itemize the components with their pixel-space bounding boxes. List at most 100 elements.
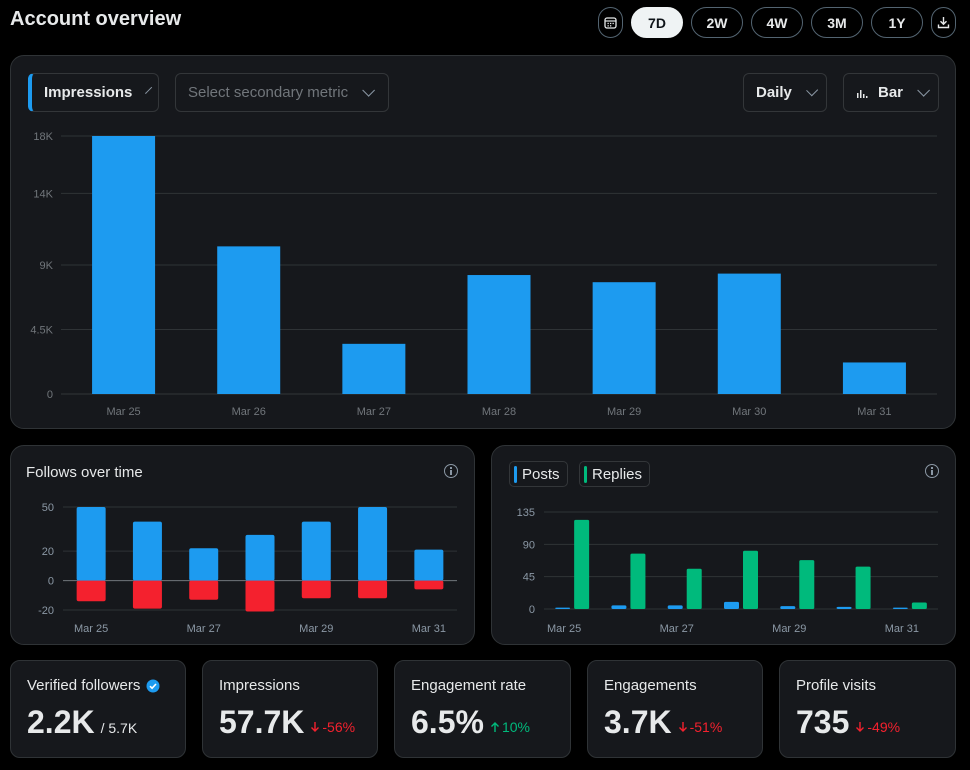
- stat-engagements[interactable]: Engagements 3.7K -51%: [587, 660, 763, 758]
- follows-bar: [414, 549, 444, 581]
- y-tick-label: 0: [47, 389, 53, 401]
- y-tick-label: 50: [42, 502, 54, 514]
- unfollows-bar: [301, 580, 331, 599]
- calendar-icon: [604, 17, 617, 29]
- stat-impressions[interactable]: Impressions 57.7K -56%: [202, 660, 378, 758]
- unfollows-bar: [189, 580, 219, 600]
- range-3m-button[interactable]: 3M: [811, 7, 863, 38]
- secondary-metric-select[interactable]: Select secondary metric: [175, 73, 389, 112]
- y-tick-label: 9K: [40, 260, 54, 272]
- range-7d-button[interactable]: 7D: [631, 7, 683, 38]
- legend-replies[interactable]: Replies: [579, 461, 651, 487]
- x-tick-label: Mar 29: [299, 623, 333, 635]
- posts-bar: [667, 605, 683, 609]
- primary-metric-label: Impressions: [44, 84, 133, 101]
- y-tick-label: 0: [529, 604, 535, 616]
- chevron-down-icon: [805, 84, 819, 97]
- y-tick-label: 18K: [33, 131, 53, 143]
- verified-badge-icon: [146, 679, 160, 692]
- stat-delta: -51%: [678, 719, 723, 735]
- stat-delta-value: -49%: [867, 719, 901, 735]
- chevron-down-icon: [362, 84, 376, 97]
- posts-bar: [611, 605, 627, 609]
- stat-delta: -49%: [855, 719, 900, 735]
- range-4w-button[interactable]: 4W: [751, 7, 803, 38]
- posts-bar: [724, 601, 739, 609]
- replies-bar: [574, 519, 590, 609]
- legend-replies-swatch: [584, 465, 587, 483]
- stat-verified-followers[interactable]: Verified followers 2.2K / 5.7K: [10, 660, 186, 758]
- arrow-down-icon: [678, 722, 687, 732]
- primary-metric-select[interactable]: Impressions: [28, 73, 159, 112]
- arrow-down-icon: [856, 722, 865, 732]
- arrow-up-icon: [490, 722, 499, 732]
- unfollows-bar: [245, 580, 275, 612]
- stat-profile-visits[interactable]: Profile visits 735 -49%: [779, 660, 956, 758]
- impressions-bar: [717, 273, 781, 394]
- impressions-bar-chart: 0 4.5K 9K 14K 18K Mar 25 Mar 26 Mar 27 Mar 28 Mar…: [30, 131, 937, 418]
- x-tick-label: Mar 31: [885, 623, 919, 635]
- x-tick-label: Mar 27: [187, 623, 221, 635]
- stat-total: / 5.7K: [100, 720, 138, 736]
- x-tick-label: Mar 28: [482, 406, 516, 418]
- interval-label: Daily: [756, 84, 792, 101]
- y-tick-label: 45: [523, 572, 535, 584]
- range-2w-button[interactable]: 2W: [691, 7, 743, 38]
- replies-bar: [911, 602, 927, 609]
- info-icon[interactable]: [444, 464, 458, 478]
- stat-label: Verified followers: [27, 677, 141, 694]
- bar-chart-icon: [856, 89, 868, 98]
- impressions-bar: [342, 343, 406, 394]
- stat-delta-value: -51%: [689, 719, 723, 735]
- info-icon[interactable]: [925, 464, 939, 478]
- unfollows-bar: [414, 580, 444, 590]
- chart-type-select[interactable]: Bar: [843, 73, 939, 112]
- x-tick-label: Mar 31: [412, 623, 446, 635]
- impressions-bar: [842, 362, 906, 394]
- y-tick-label: 20: [42, 546, 54, 558]
- stat-value: 57.7K: [219, 704, 305, 740]
- page-title: Account overview: [10, 8, 182, 30]
- range-1y-button[interactable]: 1Y: [871, 7, 923, 38]
- stat-engagement-rate[interactable]: Engagement rate 6.5% 10%: [394, 660, 571, 758]
- y-tick-label: 4.5K: [30, 325, 53, 337]
- follows-bar: [189, 548, 219, 581]
- follows-card: Follows over time -20 0 20 50 Mar 25 Mar 27 Ma…: [10, 445, 475, 645]
- impressions-chart-card: Impressions Select secondary metric Dail…: [10, 55, 956, 429]
- posts-replies-card: Posts Replies 0 45 90 135 Mar 25 Mar 27 Mar 29…: [491, 445, 956, 645]
- legend-replies-label: Replies: [592, 465, 643, 483]
- x-tick-label: Mar 29: [607, 406, 641, 418]
- legend-posts[interactable]: Posts: [509, 461, 568, 487]
- posts-bar: [780, 606, 796, 609]
- calendar-button[interactable]: [598, 7, 623, 38]
- impressions-bar: [92, 136, 156, 394]
- stat-label: Impressions: [219, 677, 300, 694]
- stat-value: 3.7K: [604, 704, 672, 740]
- stat-value: 735: [796, 704, 850, 740]
- download-button[interactable]: [931, 7, 956, 38]
- stat-label: Profile visits: [796, 677, 877, 694]
- y-tick-label: 0: [48, 576, 54, 588]
- impressions-bar: [467, 275, 531, 394]
- y-tick-label: 135: [517, 507, 535, 519]
- posts-replies-bar-chart: 0 45 90 135 Mar 25 Mar 27 Mar 29 Mar 31: [517, 507, 938, 635]
- date-range-bar: 7D 2W 4W 3M 1Y: [598, 7, 956, 38]
- x-tick-label: Mar 30: [732, 406, 766, 418]
- chevron-down-icon: [917, 84, 930, 97]
- interval-select[interactable]: Daily: [743, 73, 827, 112]
- x-tick-label: Mar 31: [857, 406, 891, 418]
- arrow-down-icon: [311, 722, 320, 732]
- download-icon: [937, 17, 950, 29]
- unfollows-bar: [132, 580, 162, 609]
- stat-delta: -56%: [310, 719, 355, 735]
- stat-value: 2.2K: [27, 704, 95, 740]
- follows-bar: [132, 521, 162, 581]
- replies-bar: [799, 560, 815, 609]
- follows-card-title: Follows over time: [26, 464, 143, 481]
- follows-bar-chart: -20 0 20 50 Mar 25 Mar 27 Mar 29 Mar 31: [38, 502, 457, 635]
- replies-bar: [743, 550, 758, 609]
- x-tick-label: Mar 29: [772, 623, 806, 635]
- x-tick-label: Mar 26: [232, 406, 266, 418]
- follows-bar: [76, 506, 106, 581]
- posts-bar: [892, 607, 908, 609]
